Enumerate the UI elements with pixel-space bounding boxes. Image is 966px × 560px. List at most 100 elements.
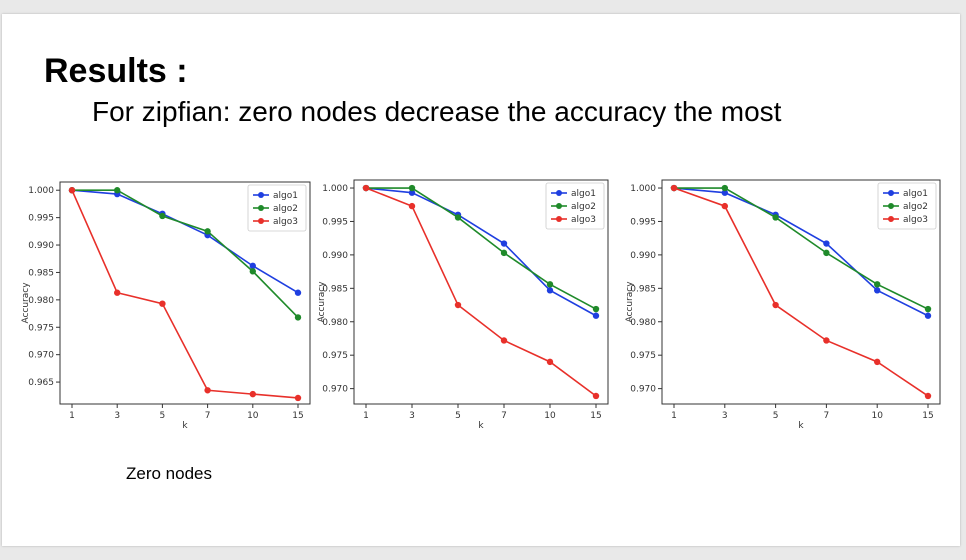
y-axis-label: Accuracy (21, 282, 31, 324)
legend-marker-algo3 (556, 216, 562, 222)
y-tick-label: 0.990 (322, 251, 348, 261)
y-tick-label: 0.990 (28, 241, 54, 251)
legend-marker-algo1 (888, 190, 894, 196)
y-tick-label: 0.975 (322, 351, 348, 361)
series-line-algo3 (365, 187, 597, 397)
data-point-algo2 (294, 314, 302, 321)
y-tick-label: 0.970 (630, 385, 656, 395)
x-axis-label: k (798, 421, 804, 431)
y-tick-label: 0.990 (630, 251, 656, 261)
data-point-algo2 (249, 268, 256, 275)
y-tick-label: 0.985 (322, 284, 348, 294)
x-tick-label: 5 (160, 411, 166, 421)
data-point-algo2 (159, 212, 166, 220)
y-tick-label: 0.980 (28, 296, 54, 306)
x-tick-label: 15 (922, 411, 933, 421)
data-point-algo1 (500, 240, 508, 247)
x-tick-label: 1 (671, 411, 677, 421)
x-tick-label: 10 (247, 411, 259, 421)
x-tick-label: 15 (590, 411, 601, 421)
data-point-algo2 (454, 214, 462, 221)
y-tick-label: 0.985 (630, 284, 656, 294)
data-point-algo2 (772, 214, 779, 221)
x-tick-label: 3 (409, 411, 415, 421)
y-axis-label: Accuracy (625, 281, 635, 323)
series-line-algo3 (71, 189, 299, 399)
x-tick-label: 7 (501, 411, 507, 421)
data-point-algo3 (204, 387, 211, 394)
legend-marker-algo2 (888, 203, 894, 209)
data-point-algo1 (874, 287, 881, 294)
accuracy-chart-1: 0.965 0.970 0.975 0.980 0.985 0.990 0.995 1.000… (21, 181, 311, 431)
legend-marker-algo1 (258, 192, 264, 198)
legend-label-algo2: algo2 (571, 202, 596, 212)
data-point-algo1 (546, 287, 554, 294)
data-point-algo1 (249, 262, 256, 270)
data-point-algo3 (592, 392, 600, 400)
legend-marker-algo3 (888, 216, 894, 222)
y-axis-label: Accuracy (317, 281, 327, 323)
legend-label-algo1: algo1 (903, 189, 928, 199)
data-point-algo3 (823, 337, 830, 344)
data-point-algo2 (408, 184, 416, 192)
data-point-algo3 (500, 337, 508, 344)
legend-label-algo2: algo2 (273, 204, 298, 214)
data-point-algo2 (546, 281, 554, 288)
data-point-algo3 (114, 289, 121, 296)
slide-title: Results : (44, 52, 188, 90)
x-tick-label: 3 (722, 411, 728, 421)
data-point-algo1 (592, 312, 600, 319)
y-tick-label: 0.980 (322, 318, 348, 328)
data-point-algo2 (500, 249, 508, 257)
legend-label-algo1: algo1 (273, 191, 298, 201)
x-tick-label: 15 (292, 411, 303, 421)
y-tick-label: 0.970 (322, 385, 348, 395)
chart-caption: Zero nodes (126, 464, 212, 483)
y-tick-label: 0.975 (28, 323, 54, 333)
legend-label-algo3: algo3 (273, 217, 298, 227)
data-point-algo2 (204, 228, 211, 235)
legend-label-algo2: algo2 (903, 202, 928, 212)
x-tick-label: 5 (773, 411, 779, 421)
data-point-algo3 (721, 202, 728, 210)
data-point-algo2 (592, 305, 600, 313)
data-point-algo1 (924, 312, 932, 319)
accuracy-chart-3: 0.970 0.975 0.980 0.985 0.990 0.995 1.000 1 3 5 7 1… (625, 179, 941, 431)
legend-marker-algo1 (556, 190, 562, 196)
data-point-algo2 (874, 281, 881, 288)
x-axis-label: k (182, 421, 188, 431)
series-line-algo1 (673, 187, 929, 317)
x-tick-label: 3 (114, 411, 120, 421)
data-point-algo3 (408, 202, 416, 210)
y-tick-label: 0.985 (28, 268, 54, 278)
legend-marker-algo2 (556, 203, 562, 209)
data-point-algo2 (114, 187, 121, 194)
legend-marker-algo3 (258, 218, 264, 224)
x-tick-label: 10 (544, 411, 556, 421)
y-tick-label: 1.000 (28, 186, 54, 196)
legend-marker-algo2 (258, 205, 264, 211)
data-point-algo3 (68, 187, 76, 194)
series-line-algo1 (365, 187, 597, 317)
x-tick-label: 10 (871, 411, 883, 421)
x-tick-label: 7 (205, 411, 211, 421)
data-point-algo3 (670, 184, 678, 192)
legend-label-algo3: algo3 (571, 215, 596, 225)
legend-label-algo3: algo3 (903, 215, 928, 225)
data-point-algo3 (454, 301, 462, 309)
y-tick-label: 0.965 (28, 378, 54, 388)
x-axis-label: k (478, 421, 484, 431)
x-tick-label: 5 (455, 411, 461, 421)
data-point-algo1 (823, 240, 830, 247)
y-tick-label: 0.975 (630, 351, 656, 361)
data-point-algo2 (924, 305, 932, 313)
accuracy-chart-2: 0.970 0.975 0.980 0.985 0.990 0.995 1.000 1 3 5 7 1… (317, 179, 609, 431)
series-line-algo2 (72, 189, 299, 318)
data-point-algo3 (546, 358, 554, 366)
data-point-algo1 (294, 289, 302, 296)
data-point-algo3 (159, 300, 166, 307)
y-tick-label: 1.000 (322, 184, 348, 194)
data-point-algo2 (721, 184, 728, 192)
y-tick-label: 0.995 (322, 217, 348, 227)
data-point-algo1 (408, 189, 416, 196)
